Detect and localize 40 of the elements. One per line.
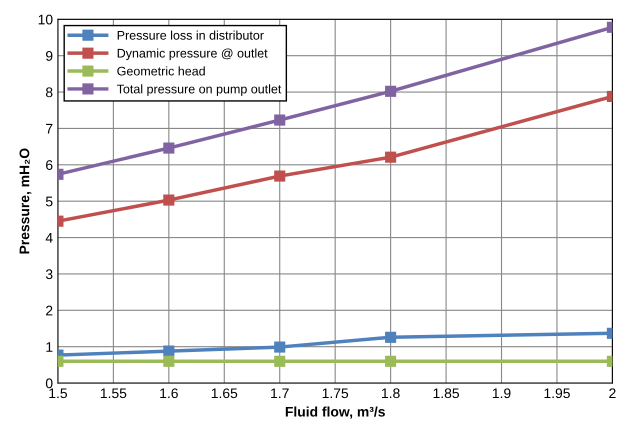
- y-axis-title: Pressure, mH₂O: [19, 148, 32, 254]
- y-tick-label: 5: [46, 196, 52, 206]
- x-tick-label: 1.5: [49, 388, 68, 398]
- point: [163, 142, 174, 154]
- point: [274, 170, 286, 182]
- point: [274, 342, 286, 353]
- point: [385, 152, 396, 163]
- x-tick-label: 1.65: [212, 388, 238, 398]
- point: [274, 356, 286, 367]
- x-tick-label: 1.9: [492, 388, 511, 398]
- x-tick-label: 1.85: [434, 388, 460, 398]
- x-tick-label: 2: [609, 388, 616, 398]
- legend-label: Geometric head: [117, 66, 205, 76]
- x-tick-label: 1.75: [322, 388, 348, 398]
- y-tick-label: 3: [46, 269, 52, 280]
- legend-label: Total pressure on pump outlet: [116, 84, 282, 96]
- y-tick-label: 10: [38, 14, 53, 24]
- point: [385, 356, 396, 367]
- point: [163, 194, 174, 206]
- y-tick-label: 7: [46, 124, 52, 134]
- y-tick-label: 6: [46, 160, 52, 170]
- y-tick-label: 8: [46, 87, 52, 98]
- x-axis-title: Fluid flow, m³/s: [286, 406, 385, 419]
- x-tick-label: 1.95: [544, 388, 570, 398]
- point: [385, 86, 396, 97]
- y-tick-label: 4: [46, 233, 53, 243]
- y-tick-label: 9: [46, 51, 52, 61]
- x-tick-label: 1.7: [271, 388, 289, 398]
- point: [274, 114, 286, 126]
- point: [385, 332, 396, 343]
- y-tick-label: 1: [46, 342, 52, 352]
- point: [163, 346, 174, 357]
- x-tick-label: 1.8: [382, 388, 400, 398]
- x-tick-label: 1.55: [100, 388, 126, 398]
- legend-label: Dynamic pressure @ outlet: [118, 48, 268, 60]
- y-tick-label: 2: [46, 306, 52, 316]
- y-tick-label: 0: [46, 378, 53, 388]
- point: [163, 356, 174, 367]
- legend-label: Pressure loss in distributor: [118, 30, 264, 40]
- x-tick-label: 1.6: [160, 388, 178, 398]
